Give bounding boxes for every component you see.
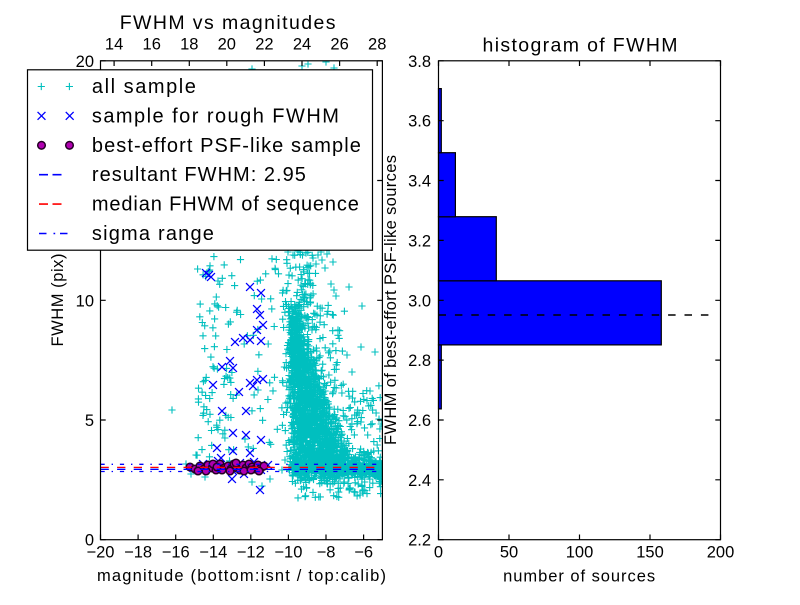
svg-text:FWHM vs magnitudes: FWHM vs magnitudes <box>120 12 336 34</box>
svg-text:3.0: 3.0 <box>408 292 431 310</box>
svg-text:20: 20 <box>218 36 236 54</box>
svg-text:3.6: 3.6 <box>408 113 431 131</box>
svg-text:5: 5 <box>85 412 94 430</box>
svg-text:0: 0 <box>85 532 94 550</box>
svg-text:−8: −8 <box>317 544 336 562</box>
svg-text:10: 10 <box>76 292 94 310</box>
svg-text:sigma range: sigma range <box>92 223 214 245</box>
svg-text:FWHM of best-effort PSF-like s: FWHM of best-effort PSF-like sources <box>382 155 400 445</box>
svg-text:FWHM (pix): FWHM (pix) <box>49 254 67 347</box>
svg-text:median FHWM of sequence: median FHWM of sequence <box>92 194 359 216</box>
svg-text:24: 24 <box>293 36 311 54</box>
svg-text:50: 50 <box>500 544 518 562</box>
svg-text:100: 100 <box>566 544 594 562</box>
svg-text:2.4: 2.4 <box>408 472 431 490</box>
svg-text:3.8: 3.8 <box>408 53 431 71</box>
svg-text:−12: −12 <box>237 544 265 562</box>
svg-text:2.2: 2.2 <box>408 532 431 550</box>
svg-text:150: 150 <box>636 544 664 562</box>
svg-text:18: 18 <box>180 36 198 54</box>
svg-text:0: 0 <box>434 544 443 562</box>
svg-text:−18: −18 <box>124 544 152 562</box>
svg-text:−20: −20 <box>87 544 115 562</box>
svg-text:all sample: all sample <box>92 76 196 98</box>
svg-text:−16: −16 <box>162 544 190 562</box>
svg-text:200: 200 <box>707 544 735 562</box>
svg-text:22: 22 <box>255 36 273 54</box>
svg-text:3.2: 3.2 <box>408 232 431 250</box>
svg-text:20: 20 <box>76 53 94 71</box>
svg-text:−10: −10 <box>274 544 302 562</box>
svg-text:26: 26 <box>330 36 348 54</box>
svg-text:−14: −14 <box>199 544 227 562</box>
svg-text:16: 16 <box>143 36 161 54</box>
svg-text:number of sources: number of sources <box>503 568 655 586</box>
svg-text:3.4: 3.4 <box>408 173 431 191</box>
svg-text:sample for rough FWHM: sample for rough FWHM <box>92 105 339 127</box>
svg-text:2.8: 2.8 <box>408 352 431 370</box>
svg-text:magnitude (bottom:isnt / top:c: magnitude (bottom:isnt / top:calib) <box>97 567 386 585</box>
svg-text:28: 28 <box>368 36 386 54</box>
svg-text:−6: −6 <box>354 544 373 562</box>
svg-text:resultant FWHM: 2.95: resultant FWHM: 2.95 <box>92 164 306 186</box>
svg-text:best-effort PSF-like sample: best-effort PSF-like sample <box>92 135 361 157</box>
svg-text:2.6: 2.6 <box>408 412 431 430</box>
svg-text:histogram of FWHM: histogram of FWHM <box>483 35 678 57</box>
svg-text:14: 14 <box>105 36 123 54</box>
